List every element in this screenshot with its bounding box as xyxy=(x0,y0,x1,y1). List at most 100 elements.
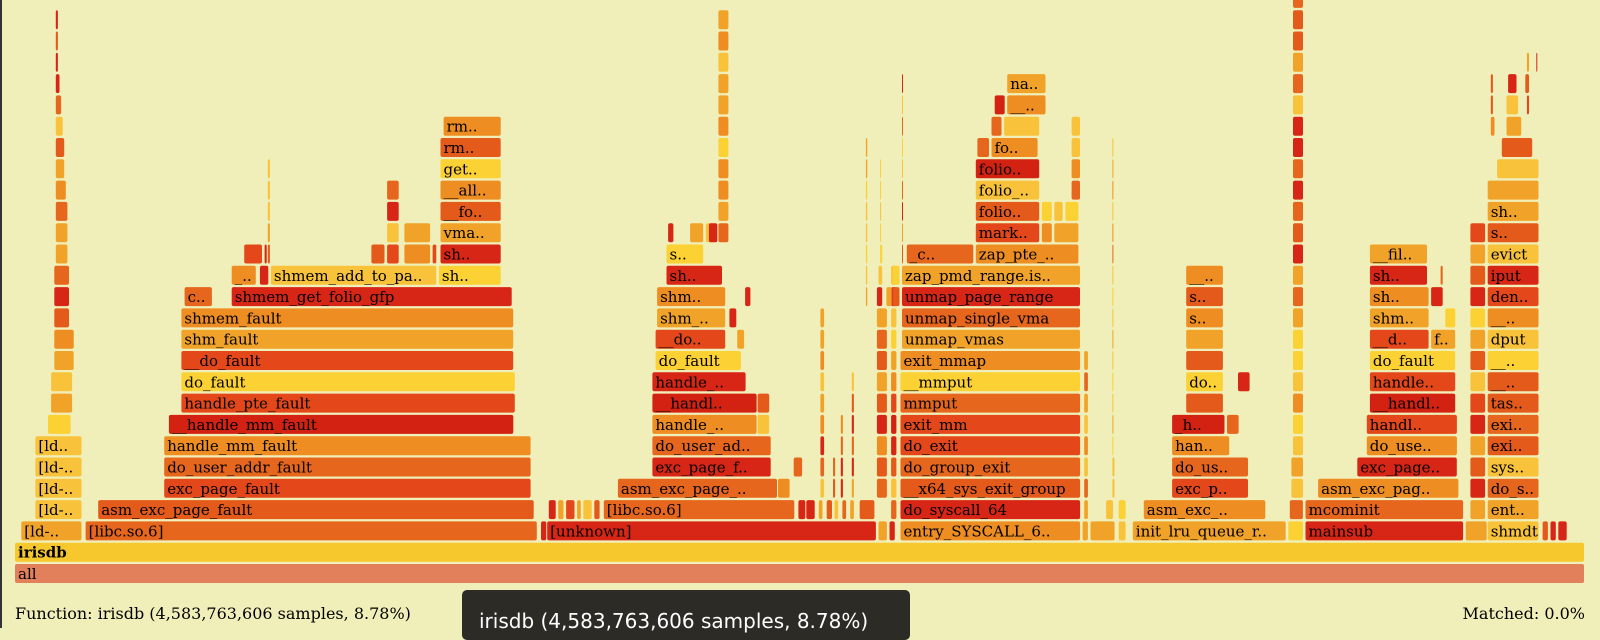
flame-frame-rect[interactable] xyxy=(55,74,60,94)
flame-frame[interactable] xyxy=(1490,95,1493,115)
flame-frame-rect[interactable] xyxy=(1112,436,1114,456)
flame-frame[interactable]: sys.. xyxy=(1487,457,1539,477)
flame-frame-rect[interactable] xyxy=(865,223,868,243)
flame-frame-rect[interactable] xyxy=(902,180,903,200)
flame-frame[interactable] xyxy=(718,138,729,157)
flame-frame-rect[interactable] xyxy=(54,287,69,307)
flame-frame[interactable] xyxy=(1470,436,1486,456)
flame-frame[interactable]: __.. xyxy=(1487,308,1539,328)
flame-frame-rect[interactable] xyxy=(1041,223,1052,243)
flame-frame[interactable] xyxy=(880,201,882,221)
flame-frame-rect[interactable] xyxy=(1525,74,1529,94)
flame-frame[interactable] xyxy=(745,287,751,307)
flame-frame[interactable] xyxy=(1506,95,1519,115)
flame-frame-rect[interactable] xyxy=(1084,457,1088,477)
flame-frame-rect[interactable] xyxy=(1366,436,1457,456)
flame-frame-rect[interactable] xyxy=(820,478,825,498)
flame-frame[interactable] xyxy=(880,244,883,264)
flame-frame[interactable]: __handle_mm_fault xyxy=(168,414,514,434)
flame-frame-rect[interactable] xyxy=(1293,159,1303,179)
flame-frame-rect[interactable] xyxy=(55,201,68,221)
flame-frame-rect[interactable] xyxy=(55,244,68,264)
flame-frame[interactable] xyxy=(718,159,729,179)
flame-frame[interactable] xyxy=(865,265,868,285)
flame-frame-rect[interactable] xyxy=(21,521,82,541)
flame-frame-rect[interactable] xyxy=(840,478,843,498)
flame-frame-rect[interactable] xyxy=(652,457,771,477)
flame-frame[interactable]: mcominit xyxy=(1305,500,1464,520)
flame-frame-rect[interactable] xyxy=(267,223,270,243)
flame-frame[interactable]: __.. xyxy=(1487,372,1539,392)
flame-frame[interactable] xyxy=(902,180,903,200)
flame-frame-rect[interactable] xyxy=(902,138,903,157)
flame-frame[interactable]: handle_.. xyxy=(652,372,746,392)
flame-frame[interactable] xyxy=(820,308,825,328)
flame-frame[interactable] xyxy=(1084,478,1088,498)
flame-frame[interactable] xyxy=(991,116,1002,136)
flame-frame-rect[interactable] xyxy=(1082,521,1088,541)
flame-frame[interactable]: irisdb xyxy=(15,542,1584,562)
flame-frame-rect[interactable] xyxy=(1431,329,1456,349)
flame-frame-rect[interactable] xyxy=(1054,223,1079,243)
flame-frame[interactable] xyxy=(267,244,270,264)
flame-frame[interactable] xyxy=(820,414,825,434)
flame-frame-rect[interactable] xyxy=(1470,351,1486,370)
flame-frame[interactable] xyxy=(1041,201,1052,221)
flame-frame-rect[interactable] xyxy=(718,52,729,72)
flame-frame[interactable] xyxy=(876,436,887,456)
flame-frame-rect[interactable] xyxy=(876,287,883,307)
flame-frame[interactable]: exit_mm xyxy=(900,414,1081,434)
flame-frame-rect[interactable] xyxy=(851,457,854,477)
flame-frame[interactable] xyxy=(889,521,895,541)
flame-frame-rect[interactable] xyxy=(859,500,875,520)
flame-frame[interactable] xyxy=(577,500,581,520)
flame-frame-rect[interactable] xyxy=(902,95,903,115)
flame-frame-rect[interactable] xyxy=(558,500,564,520)
flame-frame-rect[interactable] xyxy=(851,478,854,498)
flame-frame[interactable] xyxy=(387,244,399,264)
flame-frame[interactable]: __d.. xyxy=(1369,329,1429,349)
flame-frame-rect[interactable] xyxy=(1470,244,1486,264)
flame-frame-rect[interactable] xyxy=(876,393,887,413)
flame-frame-rect[interactable] xyxy=(833,457,836,477)
flame-frame-rect[interactable] xyxy=(1490,116,1495,136)
flame-frame-rect[interactable] xyxy=(1132,521,1286,541)
flame-frame-rect[interactable] xyxy=(891,500,897,520)
flame-frame[interactable]: exit_mmap xyxy=(900,351,1081,370)
flame-frame-rect[interactable] xyxy=(757,414,770,434)
flame-frame-rect[interactable] xyxy=(1357,457,1457,477)
flame-frame[interactable]: [ld-.. xyxy=(35,478,82,498)
flame-frame[interactable]: zap_pmd_range.is.. xyxy=(902,265,1080,285)
flame-frame[interactable] xyxy=(851,372,854,392)
flame-frame-rect[interactable] xyxy=(1487,351,1539,370)
flame-frame[interactable]: [unknown] xyxy=(547,521,876,541)
flame-frame[interactable]: do_fault xyxy=(655,351,741,370)
flame-frame-rect[interactable] xyxy=(1369,329,1429,349)
flame-frame-rect[interactable] xyxy=(387,180,399,200)
flame-frame-rect[interactable] xyxy=(35,478,82,498)
flame-frame-rect[interactable] xyxy=(865,287,868,307)
flame-frame-rect[interactable] xyxy=(876,308,887,328)
flame-frame[interactable] xyxy=(1054,223,1079,243)
flame-frame[interactable]: [ld-.. xyxy=(35,457,82,477)
flame-frame[interactable]: ent.. xyxy=(1487,500,1539,520)
flame-frame-rect[interactable] xyxy=(35,500,82,520)
flame-frame[interactable] xyxy=(1470,457,1486,477)
flame-frame-rect[interactable] xyxy=(55,10,58,30)
flame-frame[interactable] xyxy=(1186,351,1223,370)
flame-frame-rect[interactable] xyxy=(818,500,823,520)
flame-frame[interactable] xyxy=(876,414,887,434)
flame-frame[interactable] xyxy=(851,457,854,477)
flame-frame[interactable]: rm.. xyxy=(443,116,501,136)
flame-frame[interactable]: __fil.. xyxy=(1369,244,1427,264)
flame-frame-rect[interactable] xyxy=(1470,500,1486,520)
flame-frame[interactable] xyxy=(1065,201,1079,221)
flame-frame-rect[interactable] xyxy=(1487,244,1539,264)
flame-frame-rect[interactable] xyxy=(900,478,1081,498)
flame-frame-rect[interactable] xyxy=(164,436,531,456)
flame-frame-rect[interactable] xyxy=(1487,521,1539,541)
flame-frame[interactable] xyxy=(1497,159,1539,179)
flame-frame[interactable] xyxy=(820,457,825,477)
flame-frame[interactable] xyxy=(51,372,73,392)
flame-frame[interactable] xyxy=(1084,393,1088,413)
